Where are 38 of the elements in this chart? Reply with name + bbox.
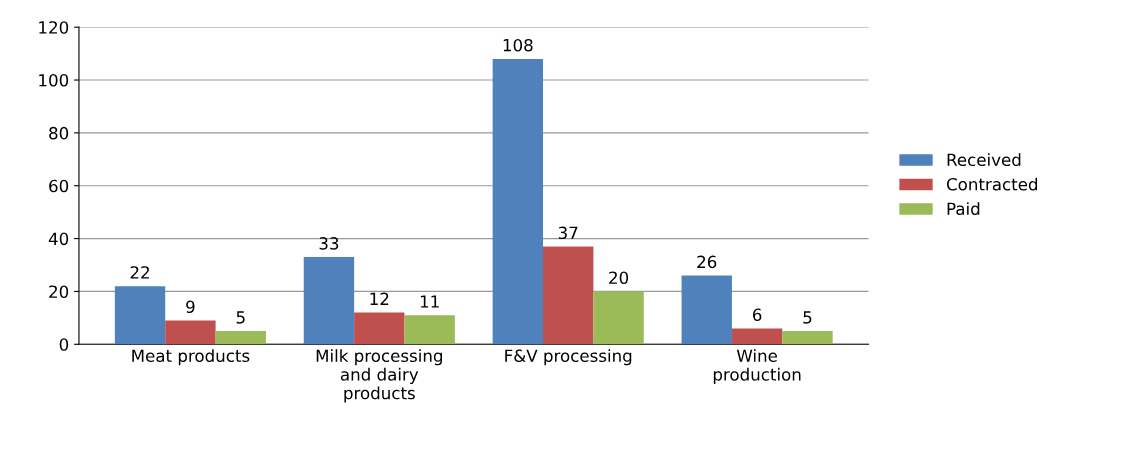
data-label: 6	[752, 308, 762, 322]
data-label: 5	[803, 311, 812, 324]
bar	[165, 320, 216, 345]
y-tick-label: 80	[49, 126, 69, 140]
bar	[492, 58, 544, 345]
bar	[731, 328, 783, 345]
bar	[303, 257, 355, 345]
bar	[681, 275, 732, 345]
data-label: 5	[236, 311, 245, 324]
bar	[593, 291, 644, 345]
y-tick-label: 0	[59, 338, 69, 351]
bar	[215, 331, 266, 345]
bar	[404, 315, 455, 345]
bar	[354, 312, 405, 345]
y-tick-label: 20	[49, 285, 69, 298]
x-tick-label: Milk processing and dairy products	[316, 349, 442, 403]
x-tick-label: Meat products	[132, 349, 250, 366]
data-label: 11	[420, 295, 439, 308]
bar	[114, 286, 166, 345]
y-tick-label: 40	[48, 232, 69, 246]
bar	[782, 331, 833, 345]
legend-label: Paid	[947, 202, 980, 216]
legend-label: Received	[947, 153, 1021, 167]
y-tick-label: 100	[39, 73, 69, 87]
data-label: 9	[186, 300, 195, 314]
x-tick-label: Wine production	[713, 349, 801, 384]
data-label: 37	[558, 226, 578, 240]
data-label: 12	[370, 292, 389, 305]
x-tick-label: F&V processing	[505, 349, 632, 366]
data-label: 22	[130, 266, 149, 279]
legend-label: Contracted	[946, 177, 1038, 191]
data-label: 26	[697, 255, 717, 269]
data-label: 108	[503, 38, 533, 52]
data-label: 33	[319, 237, 339, 250]
data-label: 20	[609, 271, 629, 285]
y-tick-label: 120	[39, 21, 69, 34]
bar	[543, 246, 594, 345]
y-tick-label: 60	[49, 179, 69, 193]
